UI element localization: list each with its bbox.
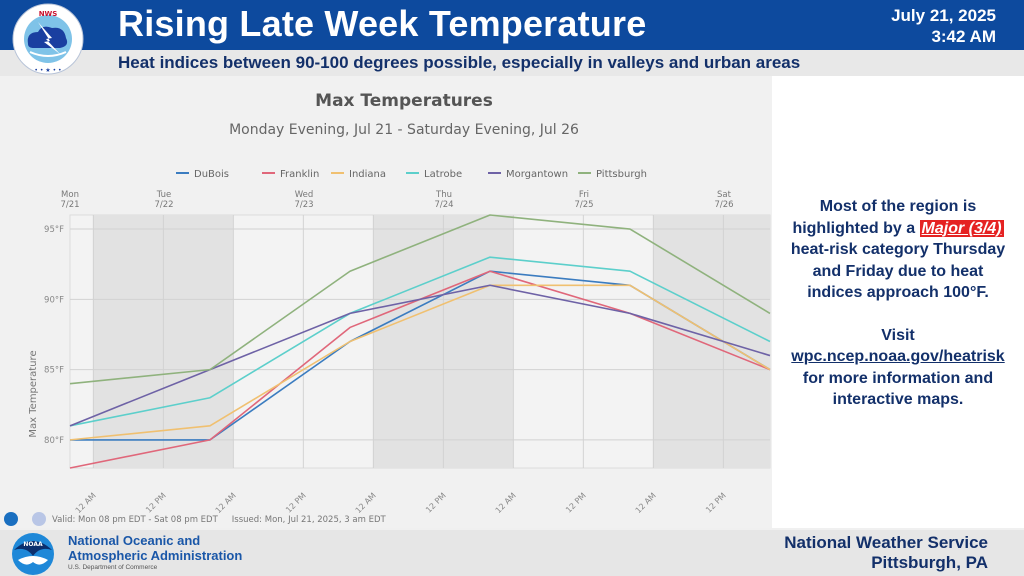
heatrisk-link[interactable]: wpc.ncep.noaa.gov/heatrisk bbox=[791, 348, 1005, 365]
time-text: 3:42 AM bbox=[931, 27, 996, 46]
y-axis-label: Max Temperature bbox=[28, 350, 39, 437]
header-bar bbox=[0, 0, 1024, 50]
page-title: Rising Late Week Temperature bbox=[118, 3, 647, 44]
legend-item-pittsburgh: Pittsburgh bbox=[596, 169, 647, 180]
legend-item-franklin: Franklin bbox=[280, 169, 319, 180]
info-line: Most of the region is bbox=[819, 198, 977, 215]
x-tick-label: 12 PM bbox=[564, 491, 588, 515]
day-label: Wed bbox=[295, 190, 314, 200]
x-tick-label: 12 PM bbox=[704, 491, 728, 515]
noaa-mini-icon bbox=[4, 512, 18, 526]
day-label: Tue bbox=[156, 190, 172, 200]
validity-row: Valid: Mon 08 pm EDT - Sat 08 pm EDT Issu… bbox=[4, 512, 400, 526]
noaa-name-line: Atmospheric Administration bbox=[68, 547, 243, 563]
chart-panel: Max Temperatures Monday Evening, Jul 21 … bbox=[0, 76, 772, 528]
noaa-name-line: National Oceanic and bbox=[68, 533, 201, 548]
date-label: 7/23 bbox=[294, 200, 313, 210]
y-tick-label: 80°F bbox=[44, 436, 64, 446]
day-label: Fri bbox=[579, 190, 589, 200]
x-tick-label: 12 PM bbox=[424, 491, 448, 515]
series-line-pittsburgh bbox=[69, 214, 771, 385]
day-label: Mon bbox=[61, 190, 79, 200]
legend-item-morgantown: Morgantown bbox=[506, 169, 568, 180]
info-line: for more information and bbox=[802, 369, 994, 387]
major-risk-badge: Major (3/4) bbox=[919, 219, 1004, 237]
chart-subtitle: Monday Evening, Jul 21 - Saturday Evenin… bbox=[229, 122, 579, 138]
nws-office: National Weather Service Pittsburgh, PA bbox=[784, 533, 988, 573]
heat-risk-message: Most of the region is highlighted by a M… bbox=[772, 196, 1024, 411]
noaa-name: National Oceanic and Atmospheric Adminis… bbox=[68, 533, 243, 563]
info-line: indices approach 100°F. bbox=[807, 284, 989, 301]
day-label: Sat bbox=[717, 190, 732, 200]
nws-logo-text: NWS bbox=[39, 10, 58, 18]
date-label: 7/21 bbox=[60, 200, 79, 210]
date-label: 7/25 bbox=[574, 200, 593, 210]
legend-item-latrobe: Latrobe bbox=[424, 169, 462, 180]
timestamp: July 21, 2025 3:42 AM bbox=[891, 5, 996, 47]
legend-item-indiana: Indiana bbox=[349, 169, 386, 180]
valid-text: Valid: Mon 08 pm EDT - Sat 08 pm EDT bbox=[52, 514, 218, 525]
nws-logo-icon: NWS • • ★ • • bbox=[12, 3, 84, 75]
svg-text:NOAA: NOAA bbox=[23, 541, 43, 548]
date-text: July 21, 2025 bbox=[891, 6, 996, 25]
y-tick-label: 95°F bbox=[44, 225, 64, 235]
date-label: 7/24 bbox=[434, 200, 453, 210]
info-line: interactive maps. bbox=[832, 391, 964, 408]
legend-item-dubois: DuBois bbox=[194, 169, 229, 180]
x-tick-label: 12 AM bbox=[634, 491, 658, 515]
info-line: heat-risk category Thursday bbox=[790, 241, 1006, 258]
issued-text: Issued: Mon, Jul 21, 2025, 3 am EDT bbox=[231, 514, 386, 525]
noaa-department: U.S. Department of Commerce bbox=[68, 564, 158, 571]
series-line-morgantown bbox=[69, 284, 771, 427]
footer-bar bbox=[0, 530, 1024, 576]
office-line: Pittsburgh, PA bbox=[871, 553, 988, 572]
info-line: highlighted by a Major (3/4) bbox=[772, 218, 1024, 240]
office-line: National Weather Service bbox=[784, 533, 988, 552]
nws-mini-icon bbox=[32, 512, 46, 526]
info-panel: Most of the region is highlighted by a M… bbox=[772, 76, 1024, 528]
info-line: and Friday due to heat bbox=[812, 262, 984, 280]
visit-text: Visit bbox=[881, 326, 915, 344]
series-line-indiana bbox=[69, 284, 771, 441]
noaa-logo-icon: NOAA bbox=[12, 533, 54, 575]
subtitle-bar bbox=[0, 50, 1024, 76]
series-line-latrobe bbox=[69, 256, 771, 427]
date-label: 7/22 bbox=[154, 200, 173, 210]
max-temperature-chart: Max Temperatures Monday Evening, Jul 21 … bbox=[28, 91, 771, 515]
x-tick-label: 12 AM bbox=[494, 491, 518, 515]
date-label: 7/26 bbox=[714, 200, 733, 210]
day-label: Thu bbox=[435, 190, 452, 200]
y-tick-label: 85°F bbox=[44, 366, 64, 376]
page-subtitle: Heat indices between 90-100 degrees poss… bbox=[118, 53, 801, 72]
svg-text:• • ★ • •: • • ★ • • bbox=[34, 67, 61, 74]
info-text: highlighted by a bbox=[792, 219, 920, 237]
day-shading-band bbox=[653, 215, 770, 468]
y-tick-label: 90°F bbox=[44, 295, 64, 305]
chart-title: Max Temperatures bbox=[315, 91, 493, 111]
